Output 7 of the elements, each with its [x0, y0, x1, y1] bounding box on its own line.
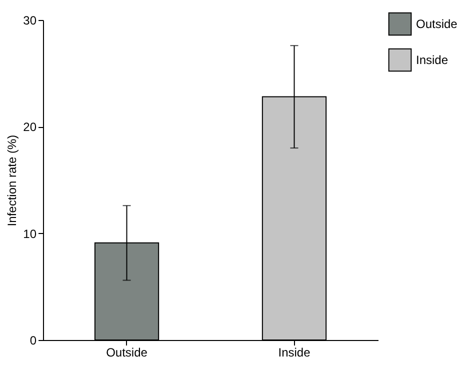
y-tick-label: 20 [23, 120, 37, 134]
y-axis-title: Infection rate (%) [5, 134, 20, 226]
legend-label: Inside [416, 53, 448, 67]
legend-label: Outside [416, 17, 458, 31]
y-tick-label: 0 [30, 334, 37, 348]
y-tick-label: 10 [23, 226, 37, 241]
y-tick-label: 30 [23, 14, 37, 28]
